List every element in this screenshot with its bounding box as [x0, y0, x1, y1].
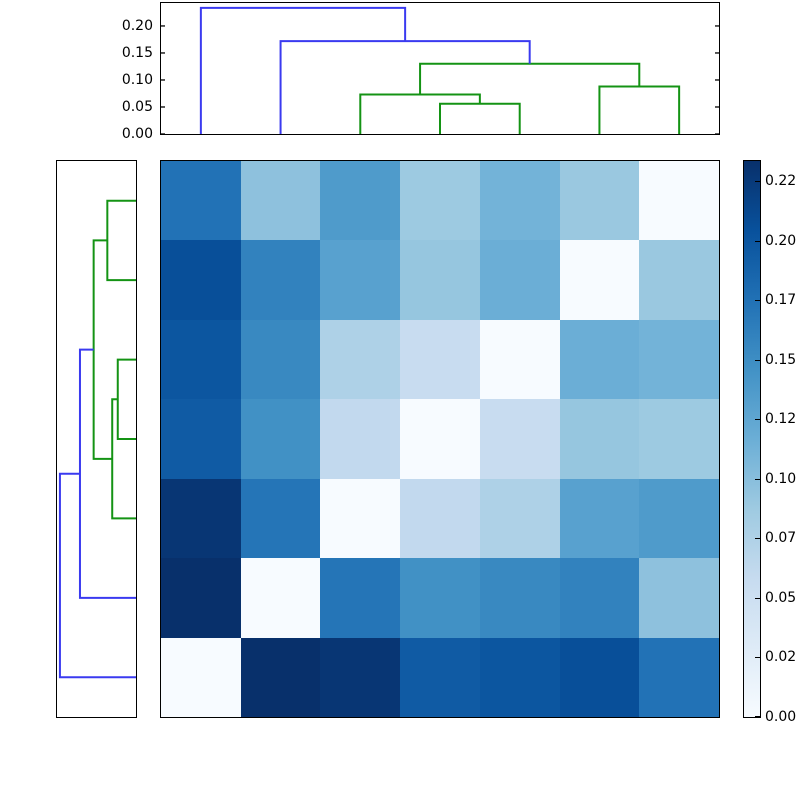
heatmap-cell-r3c5 — [559, 399, 640, 479]
dendrogram-link-blue — [78, 348, 136, 599]
colorbar — [743, 160, 761, 718]
dendrogram-link-green — [359, 93, 481, 134]
heatmap-cell-r0c6 — [639, 161, 719, 241]
colorbar-axis: 0.00 0.02 0.05 0.07 0.10 0.12 0.15 0.17 0.20 0.22 — [765, 160, 800, 725]
top-dendrogram-y-axis: 0.00 0.05 0.10 0.15 0.20 — [0, 2, 153, 142]
colorbar-tick-mark — [755, 240, 760, 242]
heatmap-cell-r5c5 — [559, 558, 640, 638]
heatmap-cell-r6c5 — [559, 637, 640, 717]
heatmap-cell-r1c0 — [161, 240, 241, 320]
dendrogram-link-blue — [279, 40, 531, 134]
top-axis-tick-label: 0.05 — [121, 98, 153, 115]
heatmap-cell-r6c3 — [400, 637, 480, 717]
heatmap-cell-r4c0 — [161, 478, 241, 559]
colorbar-tick-label: 0.12 — [765, 411, 797, 428]
heatmap-cell-r3c4 — [479, 399, 560, 479]
heatmap-cell-r4c3 — [400, 478, 480, 559]
heatmap-cell-r3c0 — [161, 399, 241, 479]
heatmap-cell-r1c4 — [479, 240, 560, 320]
colorbar-tick-mark — [755, 716, 760, 717]
dendrogram-link-blue — [58, 472, 136, 679]
heatmap-cell-r4c5 — [559, 478, 640, 559]
colorbar-tick-mark — [755, 538, 760, 540]
heatmap-cell-r0c1 — [240, 161, 321, 241]
heatmap-cell-r3c3 — [400, 399, 480, 479]
colorbar-tick-label: 0.05 — [765, 589, 797, 606]
heatmap-cell-r5c4 — [479, 558, 560, 638]
heatmap-cell-r2c4 — [479, 319, 560, 400]
heatmap-cell-r5c2 — [320, 558, 401, 638]
heatmap-cell-r1c3 — [400, 240, 480, 320]
colorbar-tick-mark — [755, 657, 760, 659]
distance-matrix-heatmap — [160, 160, 720, 718]
heatmap-cell-r2c6 — [639, 319, 719, 400]
heatmap-cell-r2c0 — [161, 319, 241, 400]
colorbar-tick-mark — [755, 419, 760, 421]
colorbar-tick-label: 0.20 — [765, 232, 797, 249]
dendrogram-link-blue — [199, 6, 407, 134]
heatmap-cell-r2c2 — [320, 319, 401, 400]
heatmap-cell-r0c3 — [400, 161, 480, 241]
dendrogram-link-green — [439, 102, 521, 134]
heatmap-cell-r1c5 — [559, 240, 640, 320]
colorbar-tick-mark — [755, 359, 760, 361]
left-dendrogram — [58, 199, 136, 679]
colorbar-tick-label: 0.00 — [765, 709, 797, 725]
colorbar-tick-mark — [755, 597, 760, 599]
heatmap-cell-r6c6 — [639, 637, 719, 717]
heatmap-cell-r5c1 — [240, 558, 321, 638]
heatmap-cell-r4c4 — [479, 478, 560, 559]
heatmap-cell-r3c6 — [639, 399, 719, 479]
top-axis-tick-label: 0.10 — [121, 71, 153, 88]
heatmap-cell-r6c2 — [320, 637, 401, 717]
heatmap-cell-r0c5 — [559, 161, 640, 241]
top-axis-tick-label: 0.20 — [121, 17, 153, 34]
heatmap-cell-r3c1 — [240, 399, 321, 479]
heatmap-cell-r0c0 — [161, 161, 241, 241]
heatmap-cell-r6c1 — [240, 637, 321, 717]
top-axis-tick-label: 0.00 — [121, 126, 153, 142]
heatmap-cell-r0c2 — [320, 161, 401, 241]
dendrogram-link-green — [116, 358, 136, 440]
colorbar-tick-mark — [755, 181, 760, 183]
dendrogram-link-green — [598, 85, 681, 134]
heatmap-cell-r2c3 — [400, 319, 480, 400]
heatmap-cell-r1c6 — [639, 240, 719, 320]
heatmap-cell-r5c6 — [639, 558, 719, 638]
colorbar-tick-label: 0.02 — [765, 649, 797, 666]
heatmap-cell-r5c0 — [161, 558, 241, 638]
colorbar-tick-mark — [755, 478, 760, 480]
heatmap-cell-r4c1 — [240, 478, 321, 559]
heatmap-cell-r0c4 — [479, 161, 560, 241]
dendrogram-link-green — [106, 199, 136, 282]
heatmap-cell-r6c4 — [479, 637, 560, 717]
colorbar-tick-label: 0.07 — [765, 530, 797, 547]
dendrogram-link-green — [92, 239, 113, 460]
heatmap-cell-r3c2 — [320, 399, 401, 479]
top-axis-tick-label: 0.15 — [121, 44, 153, 61]
heatmap-cell-r4c2 — [320, 478, 401, 559]
heatmap-cell-r1c2 — [320, 240, 401, 320]
heatmap-cell-r4c6 — [639, 478, 719, 559]
dendrogram-link-green — [111, 398, 136, 520]
dendrogram-link-green — [419, 62, 641, 95]
colorbar-tick-label: 0.17 — [765, 292, 797, 309]
heatmap-cell-r2c5 — [559, 319, 640, 400]
top-dendrogram — [161, 6, 719, 134]
top-dendrogram-panel — [160, 2, 720, 135]
colorbar-tick-label: 0.10 — [765, 470, 797, 487]
heatmap-cell-r5c3 — [400, 558, 480, 638]
heatmap-cell-r1c1 — [240, 240, 321, 320]
colorbar-tick-label: 0.15 — [765, 351, 797, 368]
colorbar-tick-mark — [755, 300, 760, 302]
heatmap-cell-r2c1 — [240, 319, 321, 400]
heatmap-cell-r6c0 — [161, 637, 241, 717]
left-dendrogram-panel — [56, 160, 137, 718]
colorbar-tick-label: 0.22 — [765, 173, 797, 190]
